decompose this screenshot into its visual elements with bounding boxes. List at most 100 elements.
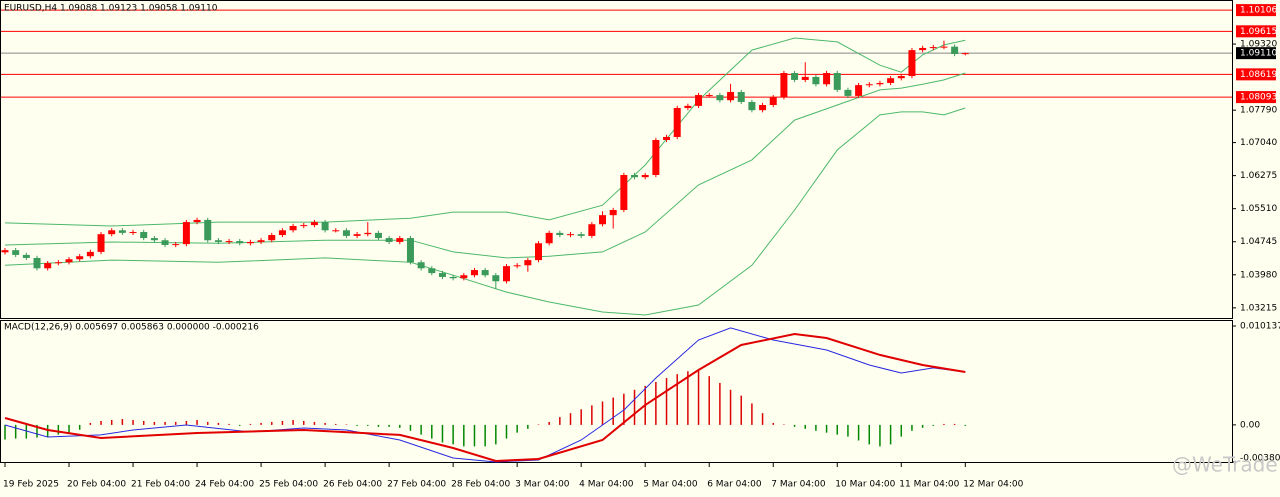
candle-body bbox=[908, 50, 916, 77]
candle-body bbox=[535, 243, 542, 261]
level-label: 1.10106 bbox=[1240, 6, 1277, 16]
candle-body bbox=[833, 73, 841, 90]
candle-body bbox=[374, 232, 382, 239]
candle-body bbox=[225, 241, 233, 243]
candle-body bbox=[470, 270, 478, 276]
candle-body bbox=[961, 53, 969, 55]
candle-body bbox=[620, 174, 628, 210]
candle-body bbox=[396, 238, 404, 242]
candle-body bbox=[567, 234, 575, 236]
y-tick-label: -0.003804 bbox=[1240, 454, 1280, 464]
candle-body bbox=[748, 101, 756, 111]
candle-body bbox=[161, 240, 169, 245]
candle-body bbox=[417, 262, 425, 269]
candle-body bbox=[481, 270, 489, 276]
candle-body bbox=[76, 256, 84, 260]
candle-body bbox=[385, 238, 393, 242]
y-tick-label: 1.06275 bbox=[1240, 171, 1277, 181]
candle-body bbox=[919, 47, 927, 51]
candle-body bbox=[118, 230, 126, 233]
candle-body bbox=[278, 230, 286, 236]
candle-body bbox=[321, 222, 329, 231]
x-tick-label: 25 Feb 04:00 bbox=[259, 480, 318, 490]
candle-body bbox=[193, 219, 201, 223]
candle-body bbox=[673, 108, 681, 137]
candle-body bbox=[353, 234, 361, 236]
candle-body bbox=[449, 276, 457, 279]
candle-body bbox=[289, 225, 297, 231]
x-tick-label: 21 Feb 04:00 bbox=[131, 480, 190, 490]
candle-body bbox=[556, 232, 564, 236]
candle-body bbox=[940, 46, 948, 48]
level-label: 1.09615 bbox=[1240, 27, 1277, 37]
y-tick-label: 0.010137 bbox=[1240, 322, 1280, 332]
candle-body bbox=[204, 219, 212, 241]
y-tick-label: 1.03215 bbox=[1240, 303, 1277, 313]
candle-body bbox=[502, 266, 510, 282]
x-tick-label: 27 Feb 04:00 bbox=[387, 480, 446, 490]
candle-body bbox=[737, 92, 745, 102]
candle-body bbox=[929, 47, 937, 49]
candle-body bbox=[140, 232, 148, 239]
level-label-box bbox=[1236, 91, 1276, 104]
candle-body bbox=[769, 97, 777, 105]
x-tick-label: 5 Mar 04:00 bbox=[643, 480, 698, 490]
x-tick-label: 12 Mar 04:00 bbox=[963, 480, 1023, 490]
candle-body bbox=[172, 244, 180, 246]
candle-body bbox=[684, 105, 692, 109]
level-label-box bbox=[1236, 25, 1276, 38]
current-price-box bbox=[1236, 47, 1276, 60]
candle-body bbox=[844, 89, 852, 96]
candle-body bbox=[492, 275, 500, 282]
candle-body bbox=[12, 250, 20, 255]
macd-line bbox=[4, 332, 966, 463]
level-label: 1.08093 bbox=[1240, 93, 1277, 103]
candle-body bbox=[33, 257, 41, 269]
candle-body bbox=[631, 174, 639, 178]
candle-body bbox=[609, 209, 617, 216]
candle-body bbox=[716, 95, 724, 101]
x-tick-label: 6 Mar 04:00 bbox=[707, 480, 762, 490]
candle-body bbox=[438, 273, 446, 277]
band-middle bbox=[4, 72, 966, 259]
y-tick-label: 1.07040 bbox=[1240, 138, 1277, 148]
candle-body bbox=[97, 234, 105, 252]
candle-body bbox=[588, 224, 596, 236]
candle-body bbox=[44, 263, 52, 269]
candle-body bbox=[801, 76, 809, 80]
candle-body bbox=[780, 73, 788, 98]
candle-body bbox=[855, 85, 863, 96]
y-tick-label: 1.09320 bbox=[1240, 40, 1277, 50]
candle-body bbox=[663, 136, 671, 140]
y-tick-label: 1.05510 bbox=[1240, 204, 1277, 214]
level-label-box bbox=[1236, 68, 1276, 81]
candle-body bbox=[951, 46, 959, 55]
candle-body bbox=[876, 82, 884, 85]
candle-body bbox=[257, 240, 265, 242]
x-tick-label: 7 Mar 04:00 bbox=[771, 480, 826, 490]
candle-body bbox=[577, 234, 585, 236]
candle-body bbox=[268, 235, 276, 241]
x-tick-label: 3 Mar 04:00 bbox=[515, 480, 570, 490]
candle-body bbox=[310, 222, 318, 226]
x-tick-label: 10 Mar 04:00 bbox=[835, 480, 895, 490]
x-tick-label: 11 Mar 04:00 bbox=[899, 480, 959, 490]
plot-layer: 1.09320 1.07790 1.07040 1.06275 1.05510 1.047… bbox=[1, 4, 1280, 490]
candle-body bbox=[22, 254, 30, 258]
macd-title: MACD(12,26,9) 0.005697 0.005863 0.000000… bbox=[4, 323, 259, 333]
candle-body bbox=[599, 215, 607, 225]
candle-body bbox=[513, 265, 521, 267]
candle-body bbox=[897, 76, 905, 79]
candle-body bbox=[865, 84, 873, 86]
main-pane bbox=[0, 0, 1233, 319]
y-tick-label: 1.03980 bbox=[1240, 270, 1277, 280]
x-tick-label: 4 Mar 04:00 bbox=[579, 480, 634, 490]
candle-body bbox=[428, 268, 436, 274]
candle-body bbox=[887, 78, 895, 83]
candle-body bbox=[86, 251, 94, 257]
candle-body bbox=[406, 238, 414, 263]
candle-body bbox=[1, 250, 9, 253]
candle-body bbox=[150, 238, 158, 241]
